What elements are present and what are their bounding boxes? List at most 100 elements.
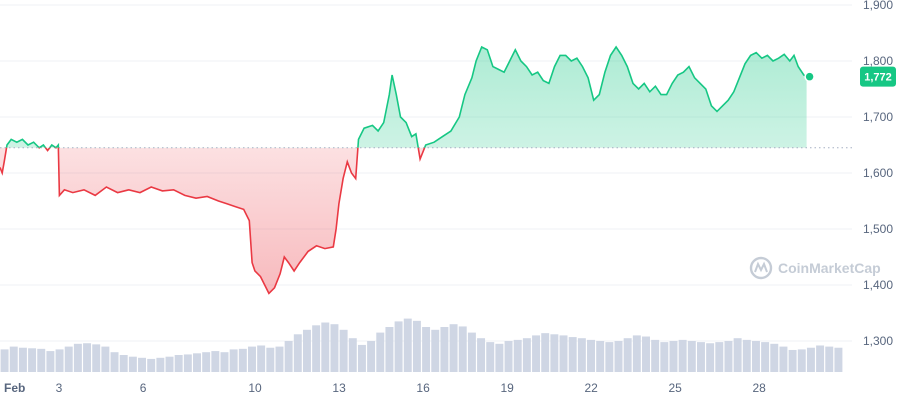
volume-bar — [751, 341, 760, 372]
volume-bar — [458, 326, 467, 372]
volume-bar — [275, 346, 284, 372]
volume-bar — [412, 320, 421, 372]
x-tick-label: Feb — [4, 381, 25, 395]
y-tick-label: 1,400 — [863, 278, 893, 292]
volume-bar — [486, 342, 495, 372]
volume-bar — [330, 324, 339, 372]
volume-bar — [614, 341, 623, 372]
volume-bar — [357, 344, 366, 372]
price-line-above-baseline — [5, 45, 808, 148]
volume-bar — [770, 343, 779, 372]
volume-bar — [321, 322, 330, 372]
x-axis-labels: Feb 3 6 10 13 16 19 22 25 28 — [4, 381, 766, 395]
volume-bar — [541, 333, 550, 372]
volume-bar — [532, 335, 541, 372]
last-price-marker[interactable] — [804, 71, 815, 82]
volume-bar — [183, 354, 192, 372]
volume-bar — [193, 353, 201, 372]
x-tick-label: 28 — [752, 381, 766, 395]
x-tick-label: 16 — [416, 381, 430, 395]
current-price-badge: 1,772 — [860, 66, 896, 87]
volume-bar — [660, 342, 669, 372]
volume-bar — [651, 339, 660, 372]
x-tick-label: 6 — [140, 381, 147, 395]
volume-bar — [229, 349, 238, 372]
x-tick-label: 22 — [584, 381, 598, 395]
volume-bar — [220, 352, 229, 372]
volume-bars — [0, 318, 843, 372]
watermark: CoinMarketCap — [749, 256, 881, 280]
y-tick-label: 1,900 — [863, 0, 893, 12]
volume-bar — [678, 339, 687, 372]
price-line-below-baseline — [0, 147, 426, 295]
volume-bar — [632, 335, 641, 372]
y-axis-labels: 1,900 1,800 1,700 1,600 1,500 1,400 1,300 — [863, 0, 893, 348]
volume-bar — [797, 349, 806, 372]
area-fill-below-baseline — [0, 147, 425, 294]
volume-bar — [302, 329, 311, 372]
volume-bar — [733, 338, 742, 372]
volume-bar — [165, 356, 174, 372]
volume-bar — [596, 341, 605, 372]
volume-bar — [559, 335, 568, 372]
volume-bar — [806, 347, 815, 372]
volume-bar — [422, 327, 431, 372]
volume-bar — [284, 341, 293, 372]
volume-bar — [550, 334, 559, 372]
volume-bar — [825, 346, 834, 372]
volume-bar — [211, 351, 220, 372]
volume-bar — [92, 344, 101, 372]
x-tick-label: 25 — [668, 381, 682, 395]
volume-bar — [522, 338, 531, 372]
volume-bar — [449, 324, 458, 372]
volume-bar — [18, 347, 27, 372]
y-tick-label: 1,600 — [863, 166, 893, 180]
volume-bar — [788, 349, 797, 372]
watermark-text: CoinMarketCap — [778, 260, 881, 276]
volume-bar — [467, 332, 476, 372]
volume-bar — [642, 336, 650, 372]
x-tick-label: 3 — [56, 381, 63, 395]
volume-bar — [495, 343, 504, 372]
volume-bar — [816, 345, 825, 372]
volume-bar — [9, 346, 18, 372]
current-price-badge-bg — [860, 66, 896, 87]
volume-bar — [138, 357, 147, 372]
volume-bar — [293, 334, 302, 372]
volume-bar — [394, 321, 403, 372]
volume-bar — [0, 349, 9, 372]
volume-bar — [587, 339, 595, 372]
volume-bar — [73, 343, 82, 372]
volume-bar — [706, 343, 715, 372]
volume-bar — [312, 325, 321, 372]
volume-bar — [623, 338, 632, 372]
volume-bar — [403, 318, 412, 372]
volume-bar — [174, 355, 183, 372]
volume-bar — [37, 348, 46, 372]
volume-bar — [431, 329, 440, 372]
volume-bar — [266, 347, 275, 372]
volume-bar — [248, 346, 256, 372]
y-tick-label: 1,800 — [863, 54, 893, 68]
volume-bar — [761, 342, 770, 372]
volume-bar — [477, 338, 486, 372]
volume-bar — [440, 327, 449, 372]
volume-bar — [46, 351, 55, 372]
volume-bar — [779, 346, 788, 372]
volume-bar — [834, 347, 843, 372]
volume-bar — [101, 346, 110, 372]
volume-bar — [83, 343, 92, 372]
volume-bar — [55, 349, 64, 372]
volume-bar — [513, 339, 522, 372]
volume-bar — [156, 357, 165, 372]
volume-bar — [238, 348, 247, 372]
volume-bar — [669, 341, 678, 372]
y-tick-label: 1,500 — [863, 222, 893, 236]
volume-bar — [64, 346, 73, 372]
volume-bar — [348, 338, 357, 372]
volume-bar — [742, 339, 751, 372]
current-price-label: 1,772 — [864, 72, 892, 84]
volume-bar — [605, 342, 614, 372]
volume-bar — [385, 327, 394, 372]
